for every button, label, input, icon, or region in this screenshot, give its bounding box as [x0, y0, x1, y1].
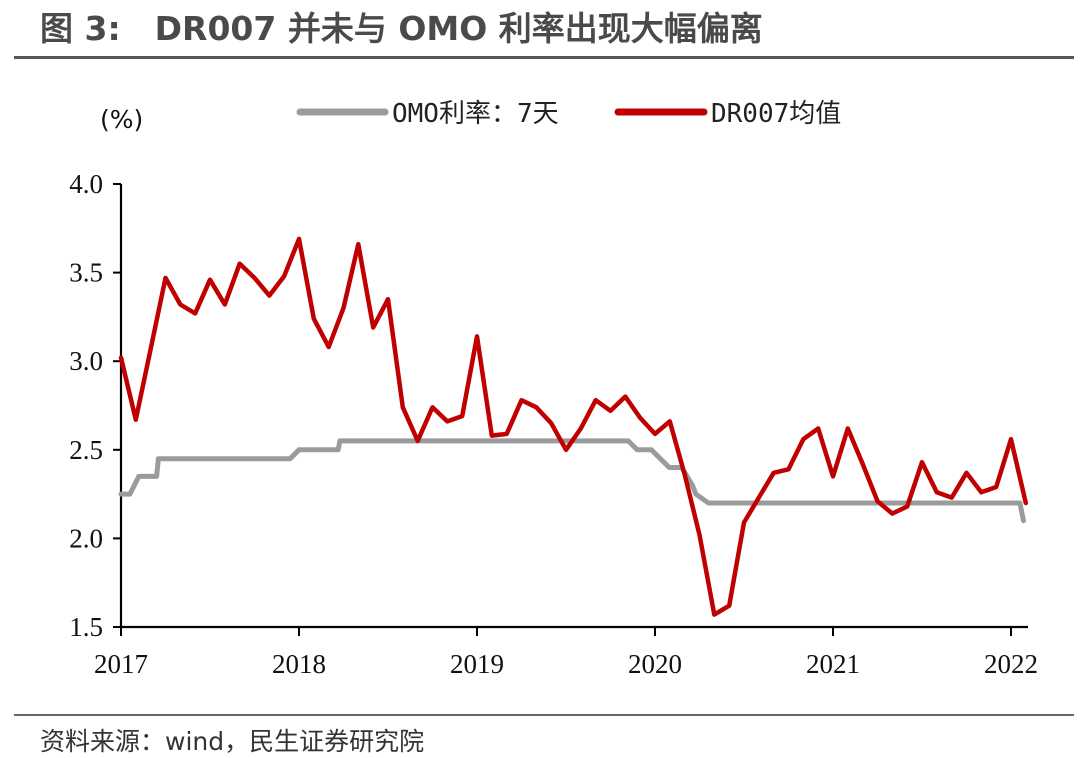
figure-number: 图 3: [40, 9, 121, 48]
y-axis: 1.5 2.0 2.5 3.0 3.5 4.0 [69, 169, 123, 642]
x-axis: 2017 2018 2019 2020 2021 2022 [94, 625, 1038, 679]
legend-item: OMO利率：7天 [296, 99, 559, 129]
series-layer [118, 236, 1029, 617]
x-tick-label: 2021 [806, 649, 860, 679]
legend-label: DR007均值 [711, 99, 841, 129]
figure-title-text: DR007 并未与 OMO 利率出现大幅偏离 [154, 9, 763, 48]
legend-item: DR007均值 [614, 99, 841, 129]
y-tick-label: 3.5 [69, 258, 103, 288]
bottom-rule [14, 714, 1074, 716]
x-tick-label: 2022 [984, 649, 1038, 679]
x-tick-label: 2019 [450, 649, 504, 679]
y-tick-label: 3.0 [69, 346, 103, 376]
y-tick-label: 2.5 [69, 435, 103, 465]
x-tick-label: 2018 [272, 649, 326, 679]
x-tick-label: 2020 [628, 649, 682, 679]
y-unit-label: (%) [100, 105, 143, 134]
dr007-line [118, 236, 1029, 617]
legend-label: OMO利率：7天 [392, 99, 559, 129]
source-note: 资料来源：wind，民生证券研究院 [40, 727, 425, 756]
top-rule [14, 56, 1074, 59]
y-tick-label: 4.0 [69, 169, 103, 199]
x-tick-label: 2017 [94, 649, 148, 679]
figure-title: 图 3: DR007 并未与 OMO 利率出现大幅偏离 [40, 6, 763, 52]
legend: OMO利率：7天 DR007均值 [296, 99, 841, 129]
y-tick-label: 1.5 [69, 612, 103, 642]
y-tick-label: 2.0 [69, 523, 103, 553]
